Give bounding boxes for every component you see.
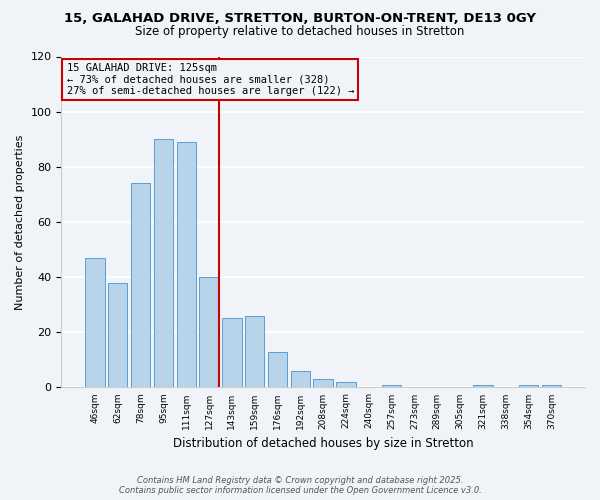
Bar (313, 379, 333, 388)
Bar (519, 384, 538, 388)
Bar (131, 184, 150, 388)
X-axis label: Distribution of detached houses by size in Stretton: Distribution of detached houses by size … (173, 437, 473, 450)
Bar (290, 371, 310, 388)
Bar (337, 382, 356, 388)
Text: 15 GALAHAD DRIVE: 125sqm
← 73% of detached houses are smaller (328)
27% of semi-: 15 GALAHAD DRIVE: 125sqm ← 73% of detach… (67, 63, 354, 96)
Y-axis label: Number of detached properties: Number of detached properties (15, 134, 25, 310)
Bar (85, 258, 104, 388)
Bar (154, 139, 173, 388)
Bar (222, 318, 242, 388)
Bar (245, 316, 265, 388)
Text: 15, GALAHAD DRIVE, STRETTON, BURTON-ON-TRENT, DE13 0GY: 15, GALAHAD DRIVE, STRETTON, BURTON-ON-T… (64, 12, 536, 26)
Bar (176, 142, 196, 388)
Bar (268, 352, 287, 388)
Bar (542, 384, 561, 388)
Text: Contains HM Land Registry data © Crown copyright and database right 2025.
Contai: Contains HM Land Registry data © Crown c… (119, 476, 481, 495)
Bar (473, 384, 493, 388)
Bar (199, 277, 219, 388)
Bar (108, 282, 127, 388)
Text: Size of property relative to detached houses in Stretton: Size of property relative to detached ho… (136, 25, 464, 38)
Bar (382, 384, 401, 388)
